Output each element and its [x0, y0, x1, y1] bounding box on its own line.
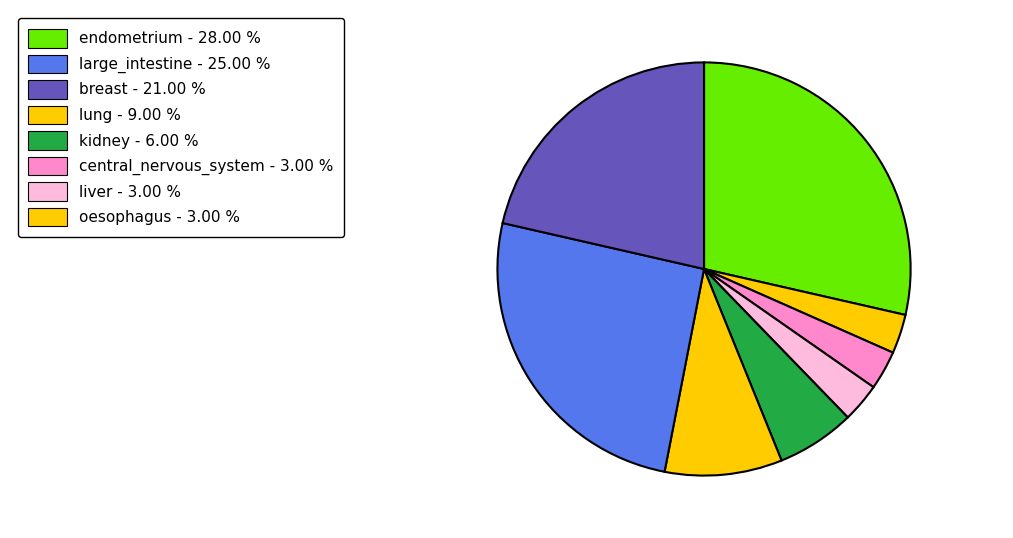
- Wedge shape: [704, 269, 873, 417]
- Wedge shape: [704, 62, 911, 315]
- Wedge shape: [497, 223, 704, 472]
- Wedge shape: [704, 269, 892, 387]
- Wedge shape: [704, 269, 906, 352]
- Wedge shape: [704, 269, 848, 461]
- Wedge shape: [665, 269, 782, 476]
- Wedge shape: [502, 62, 704, 269]
- Legend: endometrium - 28.00 %, large_intestine - 25.00 %, breast - 21.00 %, lung - 9.00 : endometrium - 28.00 %, large_intestine -…: [18, 18, 344, 237]
